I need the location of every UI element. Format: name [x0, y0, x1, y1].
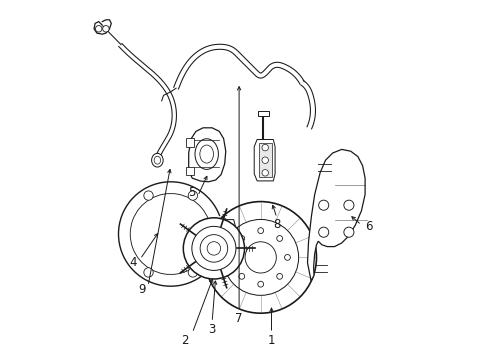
Text: 1: 1	[267, 334, 275, 347]
Circle shape	[262, 170, 268, 176]
Text: 4: 4	[129, 256, 136, 269]
Circle shape	[284, 255, 290, 260]
Circle shape	[343, 200, 353, 210]
Text: 7: 7	[235, 312, 243, 325]
Circle shape	[257, 228, 263, 234]
Circle shape	[191, 226, 235, 270]
Text: 2: 2	[181, 334, 188, 347]
Circle shape	[102, 26, 109, 32]
Circle shape	[183, 218, 244, 279]
Circle shape	[207, 242, 220, 255]
Circle shape	[262, 157, 268, 163]
Circle shape	[276, 274, 282, 279]
Bar	[258, 111, 268, 116]
Circle shape	[143, 191, 153, 200]
Ellipse shape	[154, 156, 160, 164]
Text: 8: 8	[273, 219, 280, 231]
Circle shape	[262, 144, 268, 151]
Polygon shape	[254, 139, 275, 181]
Circle shape	[95, 26, 102, 32]
Ellipse shape	[195, 139, 218, 170]
Text: 5: 5	[188, 186, 196, 199]
Circle shape	[188, 191, 197, 200]
Circle shape	[188, 268, 197, 277]
Circle shape	[238, 274, 244, 279]
Bar	[186, 167, 194, 175]
Polygon shape	[258, 143, 272, 177]
Circle shape	[223, 220, 298, 295]
Circle shape	[257, 281, 263, 287]
Circle shape	[318, 200, 328, 210]
Circle shape	[276, 235, 282, 241]
Polygon shape	[307, 149, 365, 281]
Circle shape	[200, 235, 227, 262]
Circle shape	[204, 202, 316, 313]
Circle shape	[238, 235, 244, 241]
Ellipse shape	[200, 145, 213, 163]
Text: 6: 6	[364, 220, 372, 233]
Circle shape	[343, 227, 353, 237]
Circle shape	[230, 255, 236, 260]
Circle shape	[318, 227, 328, 237]
Text: 3: 3	[208, 323, 215, 336]
Text: 9: 9	[138, 283, 145, 296]
Ellipse shape	[151, 153, 163, 167]
Polygon shape	[188, 128, 225, 182]
Bar	[186, 138, 194, 147]
Circle shape	[244, 242, 276, 273]
Circle shape	[143, 268, 153, 277]
